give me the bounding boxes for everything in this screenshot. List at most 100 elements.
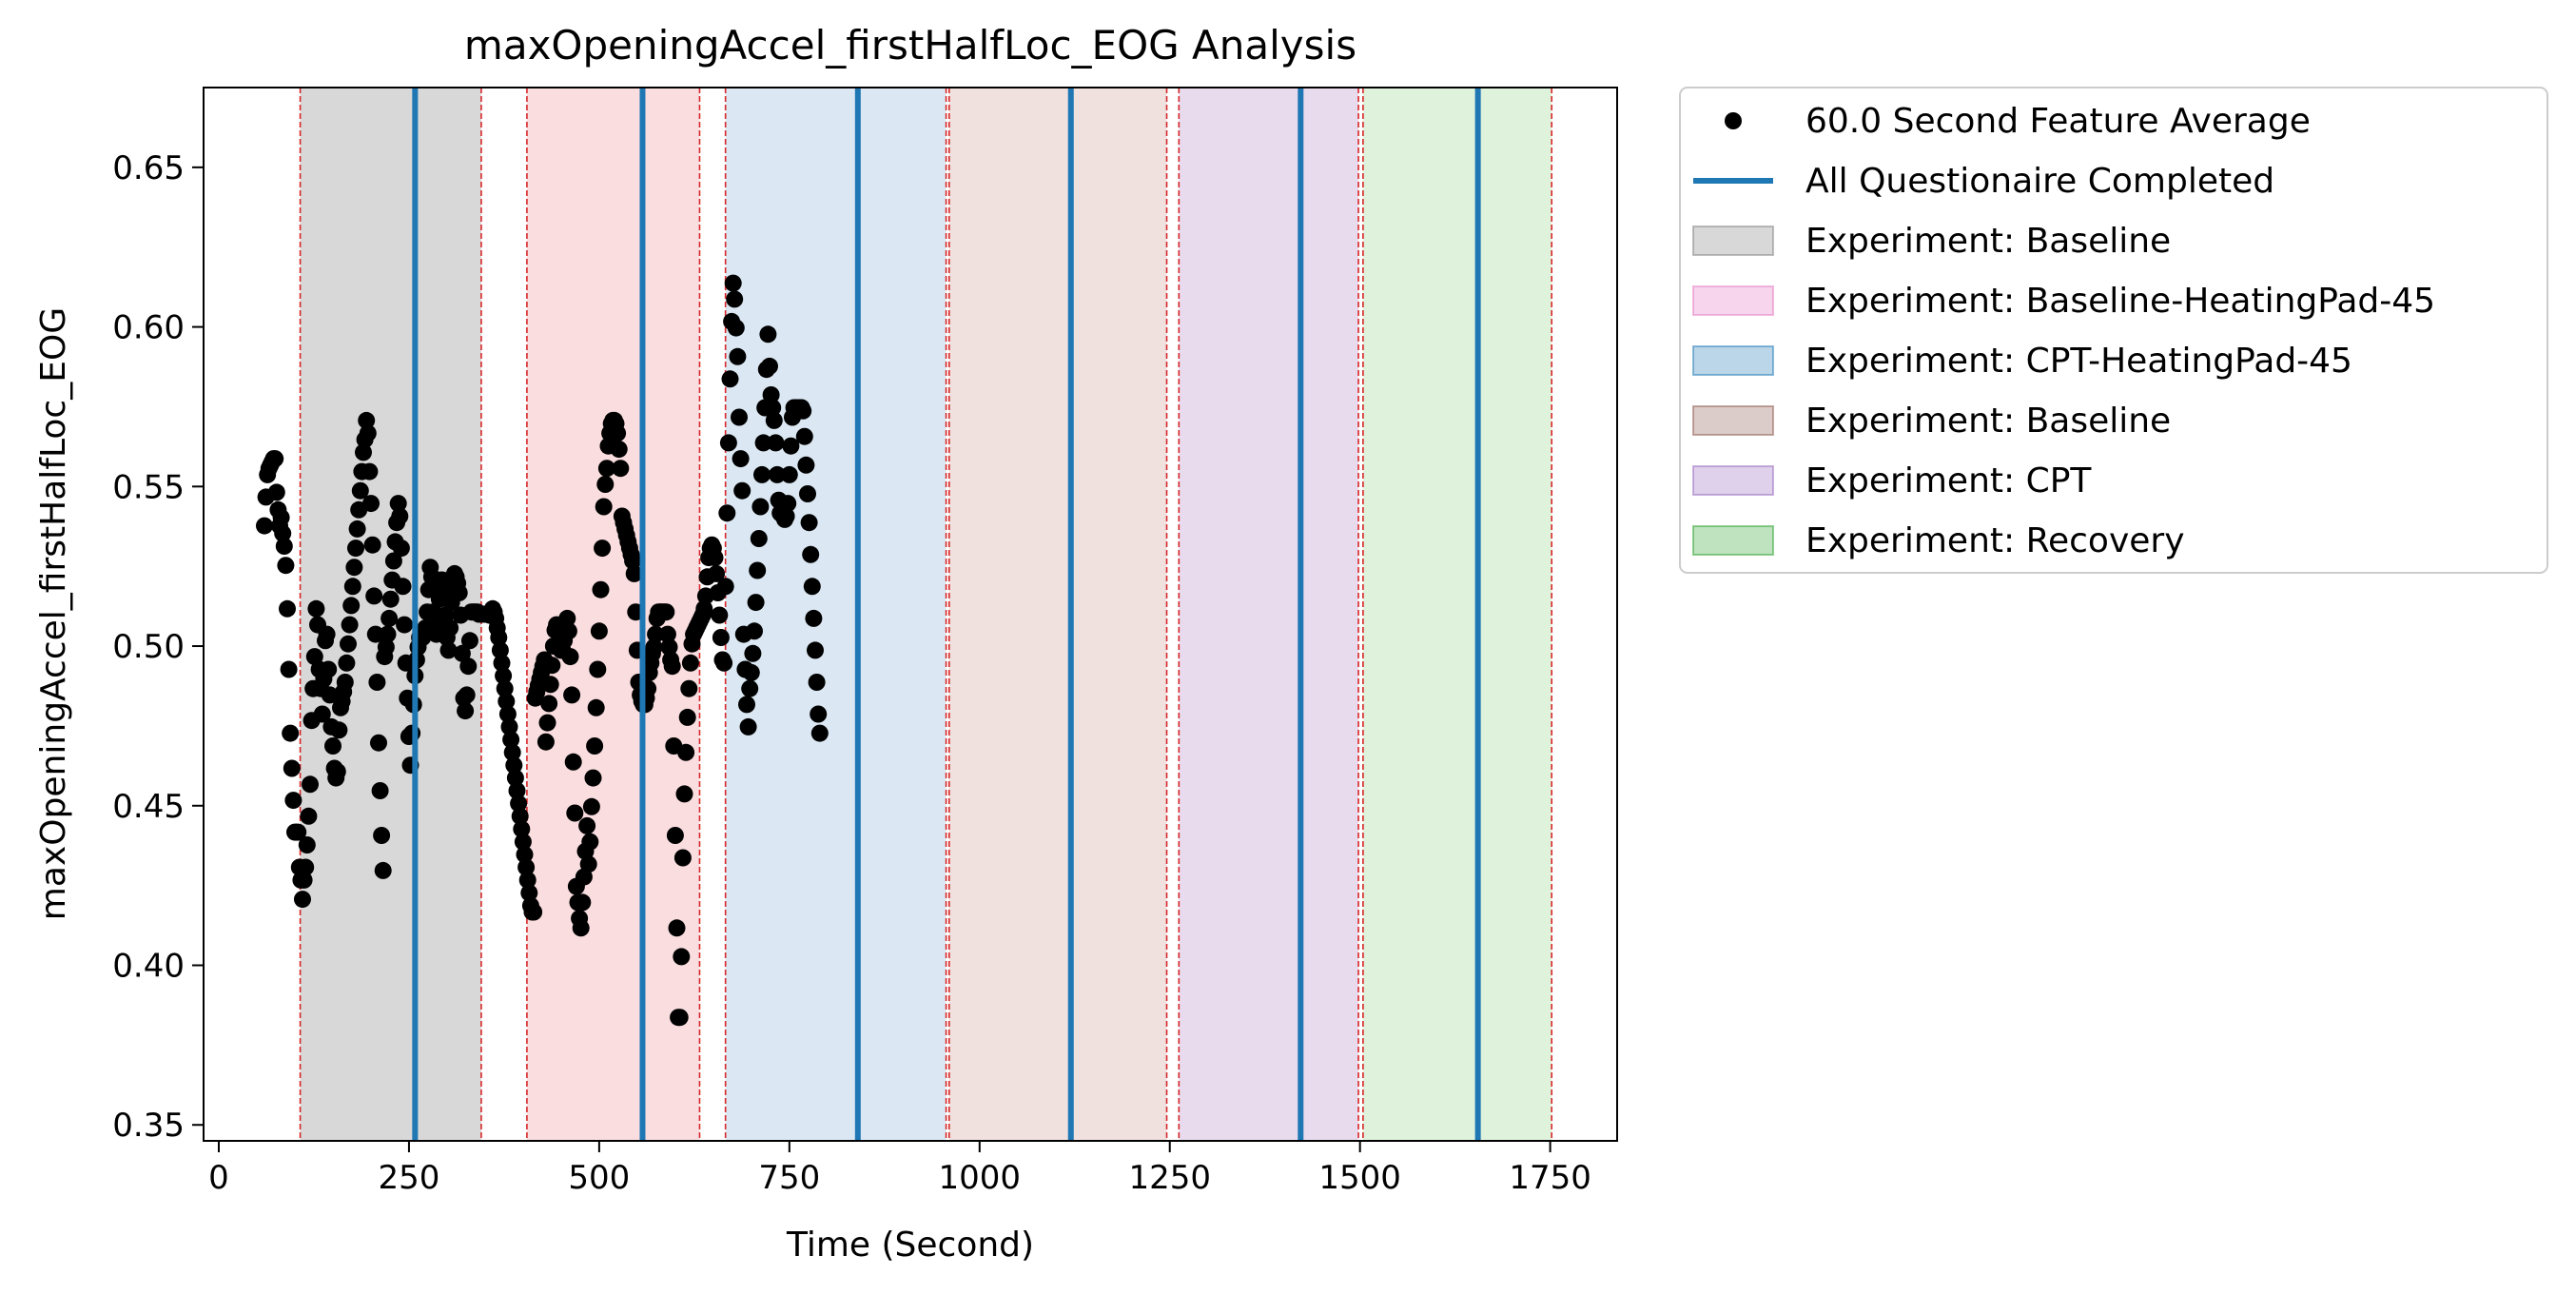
data-point <box>543 657 561 675</box>
data-point <box>320 660 338 678</box>
data-point <box>677 743 695 761</box>
data-point <box>277 557 295 575</box>
data-point <box>318 625 336 643</box>
x-tick-label: 1750 <box>1509 1159 1591 1197</box>
data-point <box>566 804 584 822</box>
data-point <box>759 325 777 343</box>
data-point <box>518 871 537 889</box>
data-point <box>359 424 377 442</box>
data-point <box>328 762 346 780</box>
data-point <box>595 498 613 516</box>
data-point <box>800 514 818 532</box>
experiment-regions <box>300 88 1552 1141</box>
data-point <box>510 795 528 813</box>
data-point <box>673 849 692 867</box>
data-point <box>587 698 605 716</box>
data-point <box>275 538 293 555</box>
data-point <box>706 549 724 567</box>
data-point <box>779 495 797 513</box>
data-point <box>345 559 363 577</box>
data-point <box>803 578 821 596</box>
data-point <box>729 347 747 365</box>
chart-title: maxOpeningAccel_firstHalfLoc_EOG Analysi… <box>464 22 1356 69</box>
experiment-region-3 <box>948 88 1167 1141</box>
data-point <box>371 782 389 799</box>
x-axis-ticks: 0 250 500 750 1000 1250 1500 1750 <box>208 1141 1591 1197</box>
data-point <box>805 609 823 627</box>
data-point <box>498 693 516 711</box>
data-point <box>739 717 757 736</box>
data-point <box>256 517 273 535</box>
experiment-region-2 <box>725 88 946 1141</box>
data-point <box>538 714 556 732</box>
legend-label: 60.0 Second Feature Average <box>1805 102 2311 141</box>
data-point <box>498 705 517 723</box>
data-point <box>727 319 745 337</box>
legend: 60.0 Second Feature Average All Questiona… <box>1679 87 2548 574</box>
data-point <box>746 622 763 640</box>
data-point <box>624 552 642 570</box>
data-point <box>511 807 529 825</box>
data-point <box>341 616 359 634</box>
data-point <box>355 443 372 461</box>
x-tick-label: 1250 <box>1128 1159 1211 1197</box>
data-point <box>272 508 290 526</box>
data-point <box>453 644 471 662</box>
data-point <box>596 476 615 493</box>
data-point <box>361 462 379 481</box>
data-point <box>810 724 829 742</box>
data-point <box>514 833 532 851</box>
x-tick-label: 750 <box>758 1159 820 1197</box>
data-point <box>711 606 729 624</box>
data-point <box>559 622 577 640</box>
x-tick-label: 500 <box>568 1159 630 1197</box>
data-point <box>541 676 559 694</box>
data-point <box>392 540 410 558</box>
data-point <box>274 524 292 542</box>
data-point <box>340 635 357 653</box>
data-point <box>307 599 325 618</box>
legend-swatch <box>1692 285 1774 316</box>
data-point <box>362 495 380 513</box>
data-point <box>506 769 524 787</box>
data-point <box>500 717 518 736</box>
legend-label: Experiment: Baseline <box>1805 222 2171 261</box>
data-point <box>645 638 663 657</box>
data-point <box>572 919 590 937</box>
data-point <box>586 737 604 755</box>
data-point <box>718 504 736 522</box>
x-tick-label: 1500 <box>1318 1159 1401 1197</box>
data-point <box>660 638 678 657</box>
legend-items: 60.0 Second Feature Average All Questiona… <box>1692 102 2435 560</box>
data-point <box>612 460 630 478</box>
data-point <box>493 654 511 672</box>
y-tick-label: 0.40 <box>112 948 185 986</box>
data-point <box>377 638 395 657</box>
data-point <box>769 465 786 483</box>
legend-swatch <box>1692 465 1774 496</box>
data-point <box>762 386 780 403</box>
data-point <box>761 357 778 375</box>
data-point <box>754 434 772 452</box>
data-point <box>366 625 384 643</box>
data-point <box>747 594 765 612</box>
data-point <box>283 759 301 777</box>
data-point <box>726 290 744 308</box>
data-point <box>505 756 523 775</box>
data-point <box>302 775 319 794</box>
data-point <box>668 919 686 937</box>
data-point <box>496 679 514 697</box>
data-point <box>741 679 759 697</box>
y-tick-label: 0.50 <box>112 628 185 666</box>
data-point <box>394 578 412 596</box>
data-point <box>508 782 526 799</box>
data-point <box>537 733 555 751</box>
y-tick-label: 0.65 <box>112 149 185 187</box>
data-point <box>381 609 399 627</box>
data-point <box>517 858 536 876</box>
data-point <box>597 460 615 478</box>
data-point <box>343 578 361 596</box>
x-axis-label: Time (Second) <box>786 1226 1034 1265</box>
data-point <box>721 370 739 388</box>
data-point <box>680 679 698 697</box>
